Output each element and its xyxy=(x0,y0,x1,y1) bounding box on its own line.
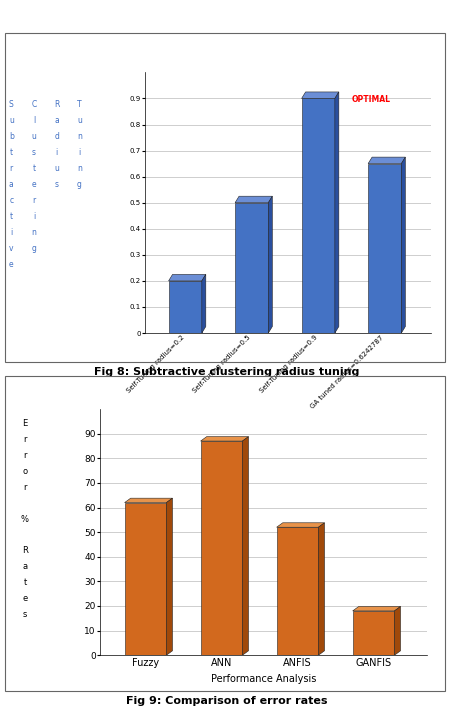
Text: i: i xyxy=(79,148,80,157)
Text: t: t xyxy=(33,164,35,173)
Text: e: e xyxy=(32,180,36,189)
Polygon shape xyxy=(401,157,405,333)
Text: R: R xyxy=(22,547,28,555)
Text: r: r xyxy=(23,451,27,460)
Text: t: t xyxy=(10,148,13,157)
Text: s: s xyxy=(23,610,27,619)
Text: d: d xyxy=(54,132,59,141)
Polygon shape xyxy=(202,274,206,333)
Polygon shape xyxy=(318,523,325,655)
Text: u: u xyxy=(9,117,14,125)
Polygon shape xyxy=(124,498,173,502)
Text: r: r xyxy=(10,164,13,173)
Text: %: % xyxy=(21,515,29,523)
Text: l: l xyxy=(33,117,35,125)
Polygon shape xyxy=(235,196,272,203)
Polygon shape xyxy=(168,274,206,281)
X-axis label: Performance Analysis: Performance Analysis xyxy=(211,673,316,683)
Polygon shape xyxy=(368,164,401,333)
Text: i: i xyxy=(10,228,12,237)
Polygon shape xyxy=(124,502,167,655)
Polygon shape xyxy=(353,611,395,655)
Text: s: s xyxy=(32,148,36,157)
Text: r: r xyxy=(23,483,27,492)
Polygon shape xyxy=(268,196,272,333)
Text: a: a xyxy=(54,117,59,125)
Polygon shape xyxy=(368,157,405,164)
Polygon shape xyxy=(301,98,335,333)
Text: b: b xyxy=(9,132,14,141)
Text: e: e xyxy=(22,594,28,603)
Text: E: E xyxy=(22,419,28,428)
Polygon shape xyxy=(235,203,268,333)
Text: n: n xyxy=(77,132,82,141)
Polygon shape xyxy=(201,441,242,655)
Text: a: a xyxy=(22,563,28,571)
Polygon shape xyxy=(242,437,248,655)
Text: c: c xyxy=(9,196,14,205)
Text: u: u xyxy=(77,117,82,125)
Text: R: R xyxy=(54,101,59,109)
Polygon shape xyxy=(395,607,400,655)
Text: a: a xyxy=(9,180,14,189)
Polygon shape xyxy=(301,92,339,98)
Text: o: o xyxy=(22,467,28,476)
Text: n: n xyxy=(77,164,82,173)
Text: r: r xyxy=(23,435,27,444)
Text: g: g xyxy=(32,244,36,253)
Polygon shape xyxy=(335,92,339,333)
Text: i: i xyxy=(33,212,35,221)
Polygon shape xyxy=(353,607,400,611)
Polygon shape xyxy=(276,527,318,655)
Text: u: u xyxy=(32,132,36,141)
Polygon shape xyxy=(201,437,248,441)
Text: C: C xyxy=(31,101,37,109)
Text: Fig 8: Subtractive clustering radius tuning: Fig 8: Subtractive clustering radius tun… xyxy=(94,367,360,377)
Polygon shape xyxy=(168,281,202,333)
Text: e: e xyxy=(9,260,14,269)
Text: i: i xyxy=(56,148,58,157)
Text: t: t xyxy=(10,212,13,221)
Text: v: v xyxy=(9,244,14,253)
X-axis label: Performance Analysis for Optimized Radius: Performance Analysis for Optimized Radiu… xyxy=(197,418,379,427)
Polygon shape xyxy=(167,498,173,655)
Text: OPTIMAL: OPTIMAL xyxy=(351,95,390,104)
Polygon shape xyxy=(276,523,325,527)
Text: S: S xyxy=(9,101,14,109)
Text: Fig 9: Comparison of error rates: Fig 9: Comparison of error rates xyxy=(126,696,328,707)
Text: n: n xyxy=(32,228,36,237)
Text: T: T xyxy=(77,101,82,109)
Text: u: u xyxy=(54,164,59,173)
Text: g: g xyxy=(77,180,82,189)
Text: r: r xyxy=(32,196,36,205)
Text: t: t xyxy=(23,578,27,587)
Text: s: s xyxy=(55,180,59,189)
